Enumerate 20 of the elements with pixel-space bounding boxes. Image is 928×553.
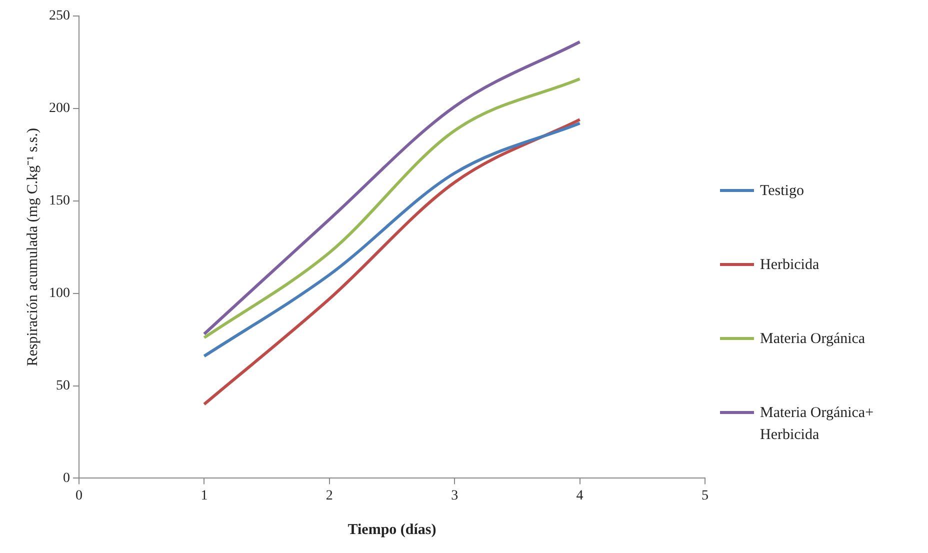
y-tick-label: 200 [49, 101, 70, 116]
x-tick-label: 0 [76, 488, 82, 504]
y-tick-label: 250 [49, 8, 70, 24]
y-axis-title: Respiración acumulada (mg C.kg⁻¹ s.s.) [24, 128, 41, 366]
x-tick-label: 3 [451, 488, 458, 504]
line-series [202, 122, 582, 358]
y-tick-label: 150 [49, 194, 70, 209]
legend-label: Materia Orgánica [760, 330, 866, 349]
legend-label: Testigo [760, 182, 805, 201]
x-tick-label: 1 [200, 488, 208, 504]
y-tick-label: 100 [49, 286, 70, 301]
x-tick-label: 4 [576, 488, 584, 504]
x-tick-label: 2 [326, 488, 333, 504]
line-series [202, 118, 582, 406]
x-tick-label: 5 [702, 488, 708, 504]
x-axis-title: Tiempo (días) [348, 522, 436, 538]
legend-label: Materia Orgánica+ Herbicida [760, 404, 875, 445]
legend-label: Herbicida [760, 256, 820, 275]
y-tick-label: 50 [56, 378, 70, 394]
y-tick-label: 0 [63, 470, 70, 486]
